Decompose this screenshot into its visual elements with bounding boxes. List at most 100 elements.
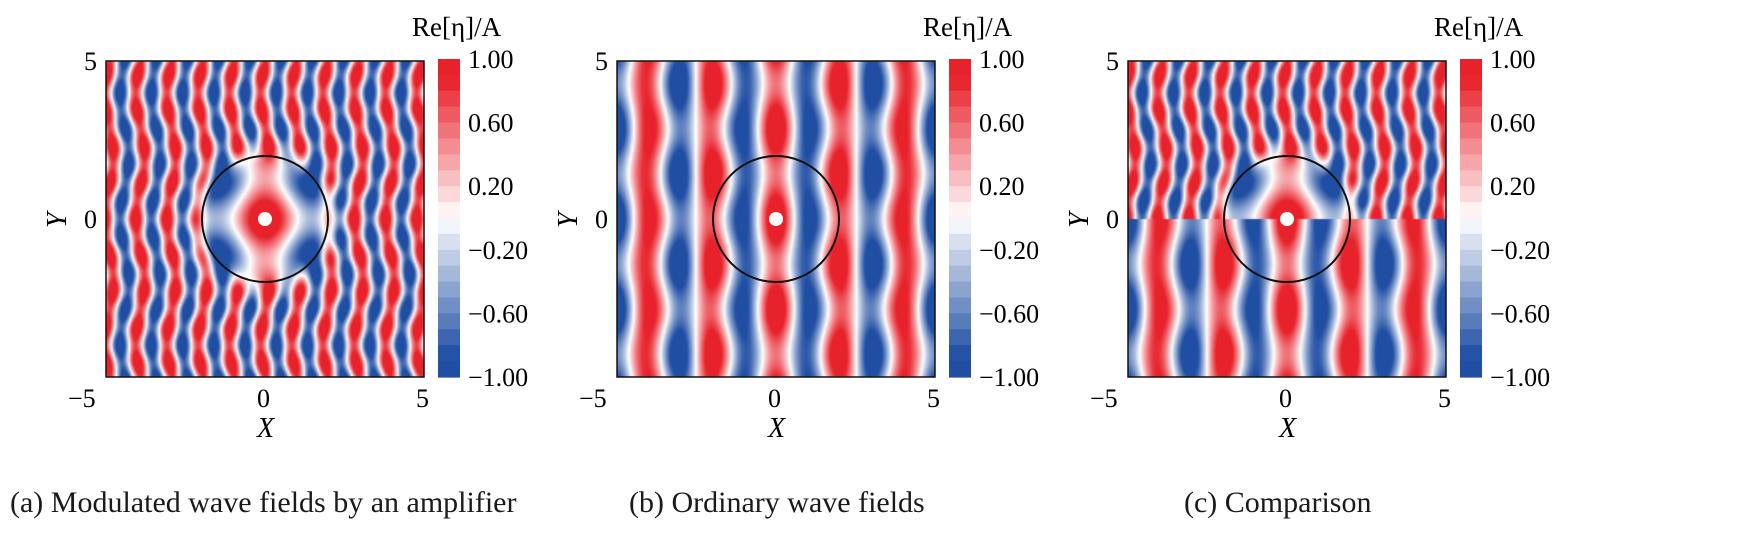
- colorbar-tick-label: −0.60: [468, 299, 528, 328]
- colorbar-tick-label: −1.00: [1490, 363, 1550, 392]
- xtick-right-b: 5: [927, 384, 940, 413]
- colorbar-title-c: Re[η]/A: [1434, 12, 1524, 42]
- colorbar-step: [438, 90, 460, 108]
- ytick-top-b: 5: [595, 47, 608, 76]
- colorbar-step: [1460, 170, 1482, 187]
- boundary-circle-a: [201, 155, 329, 283]
- colorbar-tick-label: 1.00: [1490, 45, 1536, 74]
- colorbar-step: [1460, 90, 1482, 108]
- colorbar-step: [949, 345, 971, 362]
- colorbar-step: [1460, 138, 1482, 155]
- colorbar-step: [1460, 313, 1482, 330]
- colorbar-c: 1.00 0.60 0.20 −0.20 −0.60 −1.00: [1460, 45, 1550, 392]
- colorbar-step: [438, 218, 460, 235]
- colorbar-step: [1460, 106, 1482, 124]
- colorbar-step: [1460, 59, 1482, 76]
- colorbar-step: [438, 138, 460, 155]
- xlabel-a: X: [256, 413, 275, 444]
- ylabel-c: Y: [1064, 209, 1095, 228]
- colorbar-tick-label: 0.20: [979, 172, 1025, 201]
- colorbar-tick-label: 0.20: [468, 172, 514, 201]
- colorbar-step: [949, 186, 971, 203]
- colorbar-step: [949, 281, 971, 299]
- colorbar-step: [438, 281, 460, 299]
- colorbar-step: [1460, 345, 1482, 362]
- colorbar-tick-label: 0.60: [468, 109, 514, 138]
- colorbar-step: [438, 345, 460, 362]
- xtick-right-a: 5: [416, 384, 429, 413]
- caption-a: (a) Modulated wave fields by an amplifie…: [10, 486, 517, 519]
- colorbar-a: 1.00 0.60 0.20 −0.20 −0.60 −1.00: [438, 45, 528, 392]
- colorbar-step: [1460, 122, 1482, 140]
- ytick-top-c: 5: [1106, 47, 1119, 76]
- colorbar-step: [1460, 281, 1482, 299]
- plot-frame-c: [1127, 60, 1447, 378]
- colorbar-step: [1460, 218, 1482, 235]
- colorbar-step: [949, 265, 971, 283]
- colorbar-step: [438, 297, 460, 314]
- colorbar-step: [438, 249, 460, 267]
- colorbar-step: [949, 202, 971, 219]
- colorbar-step: [438, 122, 460, 140]
- plot-frame-a: [105, 60, 425, 378]
- heatmap-c-svg: 1.000.600.20−0.20−0.60−1.00 Re[η]/A 5 0 …: [1064, 12, 1550, 444]
- colorbar-step: [949, 90, 971, 108]
- colorbar-step: [1460, 249, 1482, 267]
- heatmap-a-svg: 1.000.600.20−0.20−0.60−1.00 Re[η]/A 5 0 …: [42, 12, 528, 444]
- colorbar-tick-label: 0.20: [1490, 172, 1536, 201]
- colorbar-tick-label: −0.60: [979, 299, 1039, 328]
- xtick-left-b: −5: [579, 384, 607, 413]
- ylabel-b: Y: [553, 209, 584, 228]
- colorbar-step: [438, 170, 460, 187]
- ytick-mid-a: 0: [84, 205, 97, 234]
- colorbar-step: [438, 59, 460, 76]
- xtick-mid-c: 0: [1279, 384, 1292, 413]
- caption-c: (c) Comparison: [1184, 486, 1372, 519]
- colorbar-title-a: Re[η]/A: [412, 12, 502, 42]
- ytick-top-a: 5: [84, 47, 97, 76]
- colorbar-tick-label: −0.20: [979, 236, 1039, 265]
- xtick-left-c: −5: [1090, 384, 1118, 413]
- panel-a: 1.00 0.60 0.20 −0.20 −0.60 −1.00 Re[η]/A 5 0 …: [0, 0, 583, 542]
- caption-b: (b) Ordinary wave fields: [629, 486, 925, 519]
- panel-c: 1.00 0.60 0.20 −0.20 −0.60 −1.00 Re[η]/A 5 0 …: [1022, 0, 1605, 542]
- colorbar-step: [1460, 297, 1482, 314]
- colorbar-step: [438, 313, 460, 330]
- colorbar-tick-label: −1.00: [468, 363, 528, 392]
- colorbar-tick-label: −0.20: [1490, 236, 1550, 265]
- ytick-mid-c: 0: [1106, 205, 1119, 234]
- source-dot-a: [258, 212, 272, 226]
- colorbar-step: [438, 265, 460, 283]
- colorbar-step: [949, 313, 971, 330]
- colorbar-step: [949, 154, 971, 171]
- xlabel-c: X: [1278, 413, 1297, 444]
- colorbar-step: [438, 233, 460, 251]
- colorbar-step: [949, 106, 971, 124]
- colorbar-step: [949, 218, 971, 235]
- colorbar-tick-label: −0.60: [1490, 299, 1550, 328]
- boundary-circle-b: [712, 155, 840, 283]
- source-dot-c: [1280, 212, 1294, 226]
- colorbar-tick-label: −0.20: [468, 236, 528, 265]
- colorbar-tick-label: 1.00: [979, 45, 1025, 74]
- xtick-left-a: −5: [68, 384, 96, 413]
- colorbar-step: [949, 297, 971, 314]
- panel-b: 1.00 0.60 0.20 −0.20 −0.60 −1.00 Re[η]/A 5 0 …: [511, 0, 1094, 542]
- source-dot-b: [769, 212, 783, 226]
- plot-frame-b: [616, 60, 936, 378]
- colorbar-step: [1460, 74, 1482, 92]
- colorbar-tick-label: 0.60: [1490, 109, 1536, 138]
- colorbar-step: [438, 74, 460, 92]
- colorbar-step: [1460, 202, 1482, 219]
- colorbar-step: [949, 122, 971, 140]
- colorbar-tick-label: 1.00: [468, 45, 514, 74]
- colorbar-step: [949, 138, 971, 155]
- colorbar-tick-label: 0.60: [979, 109, 1025, 138]
- colorbar-step: [438, 361, 460, 378]
- colorbar-step: [1460, 329, 1482, 346]
- heatmap-b-svg: 1.000.600.20−0.20−0.60−1.00 Re[η]/A 5 0 …: [553, 12, 1039, 444]
- colorbar-step: [1460, 361, 1482, 378]
- xtick-mid-b: 0: [768, 384, 781, 413]
- colorbar-step: [949, 59, 971, 76]
- xtick-right-c: 5: [1438, 384, 1451, 413]
